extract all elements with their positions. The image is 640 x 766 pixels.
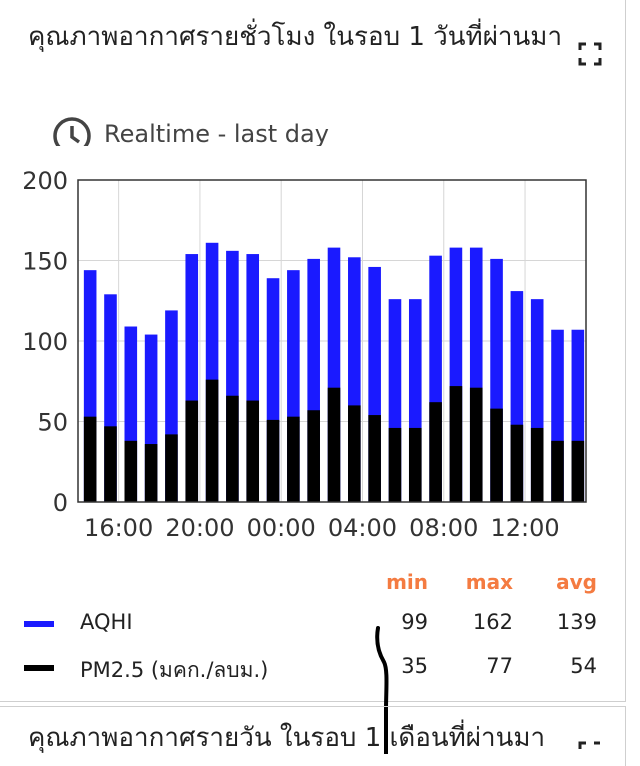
legend-max: 77 xyxy=(486,654,513,678)
legend-header-max: max xyxy=(465,570,513,594)
bar xyxy=(185,400,199,502)
aqhi-swatch xyxy=(24,621,54,627)
x-tick-label: 16:00 xyxy=(84,514,153,542)
bar xyxy=(408,427,422,502)
bar xyxy=(307,410,320,502)
pm25-swatch xyxy=(24,665,54,671)
bar xyxy=(368,415,381,502)
legend-min: 35 xyxy=(401,654,428,678)
bar xyxy=(327,387,341,502)
hourly-air-quality-card: คุณภาพอากาศรายชั่วโมง ในรอบ 1 วันที่ผ่าน… xyxy=(0,0,626,702)
bar xyxy=(165,434,178,502)
y-tick-label: 0 xyxy=(53,489,68,517)
time-range-row[interactable]: Realtime - last day xyxy=(52,116,392,146)
bar xyxy=(205,379,219,502)
y-tick-label: 200 xyxy=(22,167,68,195)
bar xyxy=(510,424,524,502)
bar xyxy=(551,440,564,502)
expand-icon[interactable] xyxy=(578,42,602,66)
hourly-bar-chart: 0 50 100 150 200 16:00 20:00 00:00 04:00 08:00 12:… xyxy=(22,167,587,542)
bar xyxy=(287,416,300,502)
clock-icon xyxy=(53,117,91,146)
legend-row-aqhi[interactable]: AQHI 99 162 139 xyxy=(0,602,626,642)
time-range-label: Realtime - last day xyxy=(104,120,329,146)
bar xyxy=(226,395,239,502)
expand-icon[interactable] xyxy=(578,741,602,765)
bar xyxy=(246,400,260,502)
legend-min: 99 xyxy=(401,610,428,634)
bar xyxy=(104,426,117,502)
bar xyxy=(124,440,138,502)
y-tick-label: 100 xyxy=(22,328,68,356)
next-card-title: คุณภาพอากาศรายวัน ในรอบ 1 เดือนที่ผ่านมา xyxy=(28,723,546,753)
bar xyxy=(449,386,463,502)
bar xyxy=(469,387,483,502)
plot-frame xyxy=(77,179,587,503)
daily-air-quality-card: คุณภาพอากาศรายวัน ในรอบ 1 เดือนที่ผ่านมา xyxy=(0,706,626,766)
legend-header-avg: avg xyxy=(556,570,597,594)
legend-row-pm25[interactable]: PM2.5 (มคก./ลบม.) 35 77 54 xyxy=(0,646,626,686)
bar xyxy=(530,427,544,502)
bar xyxy=(429,402,442,502)
bar xyxy=(144,444,158,502)
bar xyxy=(266,419,280,502)
pen-scribble xyxy=(375,626,389,754)
legend-max: 162 xyxy=(472,610,513,634)
bar xyxy=(348,405,361,502)
legend-avg: 54 xyxy=(570,654,597,678)
x-tick-label: 04:00 xyxy=(328,514,397,542)
bar xyxy=(571,440,585,502)
bar xyxy=(490,408,503,502)
x-tick-label: 20:00 xyxy=(165,514,234,542)
y-tick-label: 150 xyxy=(22,248,68,276)
legend-header-min: min xyxy=(386,570,428,594)
legend-avg: 139 xyxy=(556,610,597,634)
card-title: คุณภาพอากาศรายชั่วโมง ในรอบ 1 วันที่ผ่าน… xyxy=(28,22,563,52)
bar xyxy=(388,427,402,502)
y-tick-label: 50 xyxy=(37,409,68,437)
legend-label: PM2.5 (มคก./ลบม.) xyxy=(80,658,269,682)
legend-label: AQHI xyxy=(80,610,133,634)
bar xyxy=(83,416,97,502)
x-tick-label: 08:00 xyxy=(409,514,478,542)
x-tick-label: 12:00 xyxy=(490,514,559,542)
x-tick-label: 00:00 xyxy=(247,514,316,542)
